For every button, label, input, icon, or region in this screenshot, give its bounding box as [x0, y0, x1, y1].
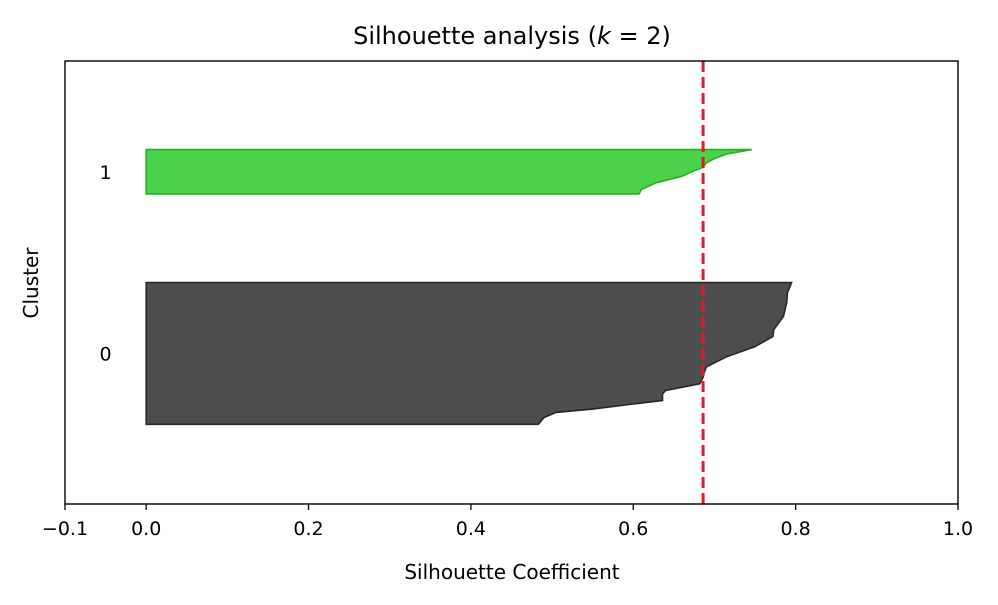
silhouette-cluster-1: [145, 148, 752, 195]
title-prefix: Silhouette analysis (: [353, 22, 597, 50]
y-axis-label: Cluster: [19, 247, 43, 319]
title-var: k: [597, 22, 612, 50]
title-op: =: [611, 22, 646, 50]
x-tick-label: −0.1: [42, 518, 88, 540]
cluster-labels: 01: [100, 162, 112, 366]
cluster-label-1: 1: [100, 162, 112, 184]
x-tick-label: 0.0: [131, 518, 161, 540]
x-axis: −0.1 0.0 0.2 0.4 0.6 0.8 1.0: [42, 504, 973, 540]
x-tick-label: 0.6: [618, 518, 648, 540]
x-tick-label: 0.8: [781, 518, 811, 540]
x-tick-label: 0.4: [456, 518, 486, 540]
plot-area: [145, 61, 793, 504]
x-axis-label: Silhouette Coefficient: [404, 560, 619, 584]
x-tick-label: 1.0: [943, 518, 973, 540]
title-suffix: ): [662, 22, 671, 50]
cluster-label-0: 0: [100, 343, 112, 365]
x-tick-label: 0.2: [293, 518, 323, 540]
chart-title: Silhouette analysis (k = 2): [353, 22, 671, 50]
axes-frame: [64, 60, 959, 505]
title-value: 2: [646, 22, 661, 50]
silhouette-cluster-0: [145, 281, 793, 426]
